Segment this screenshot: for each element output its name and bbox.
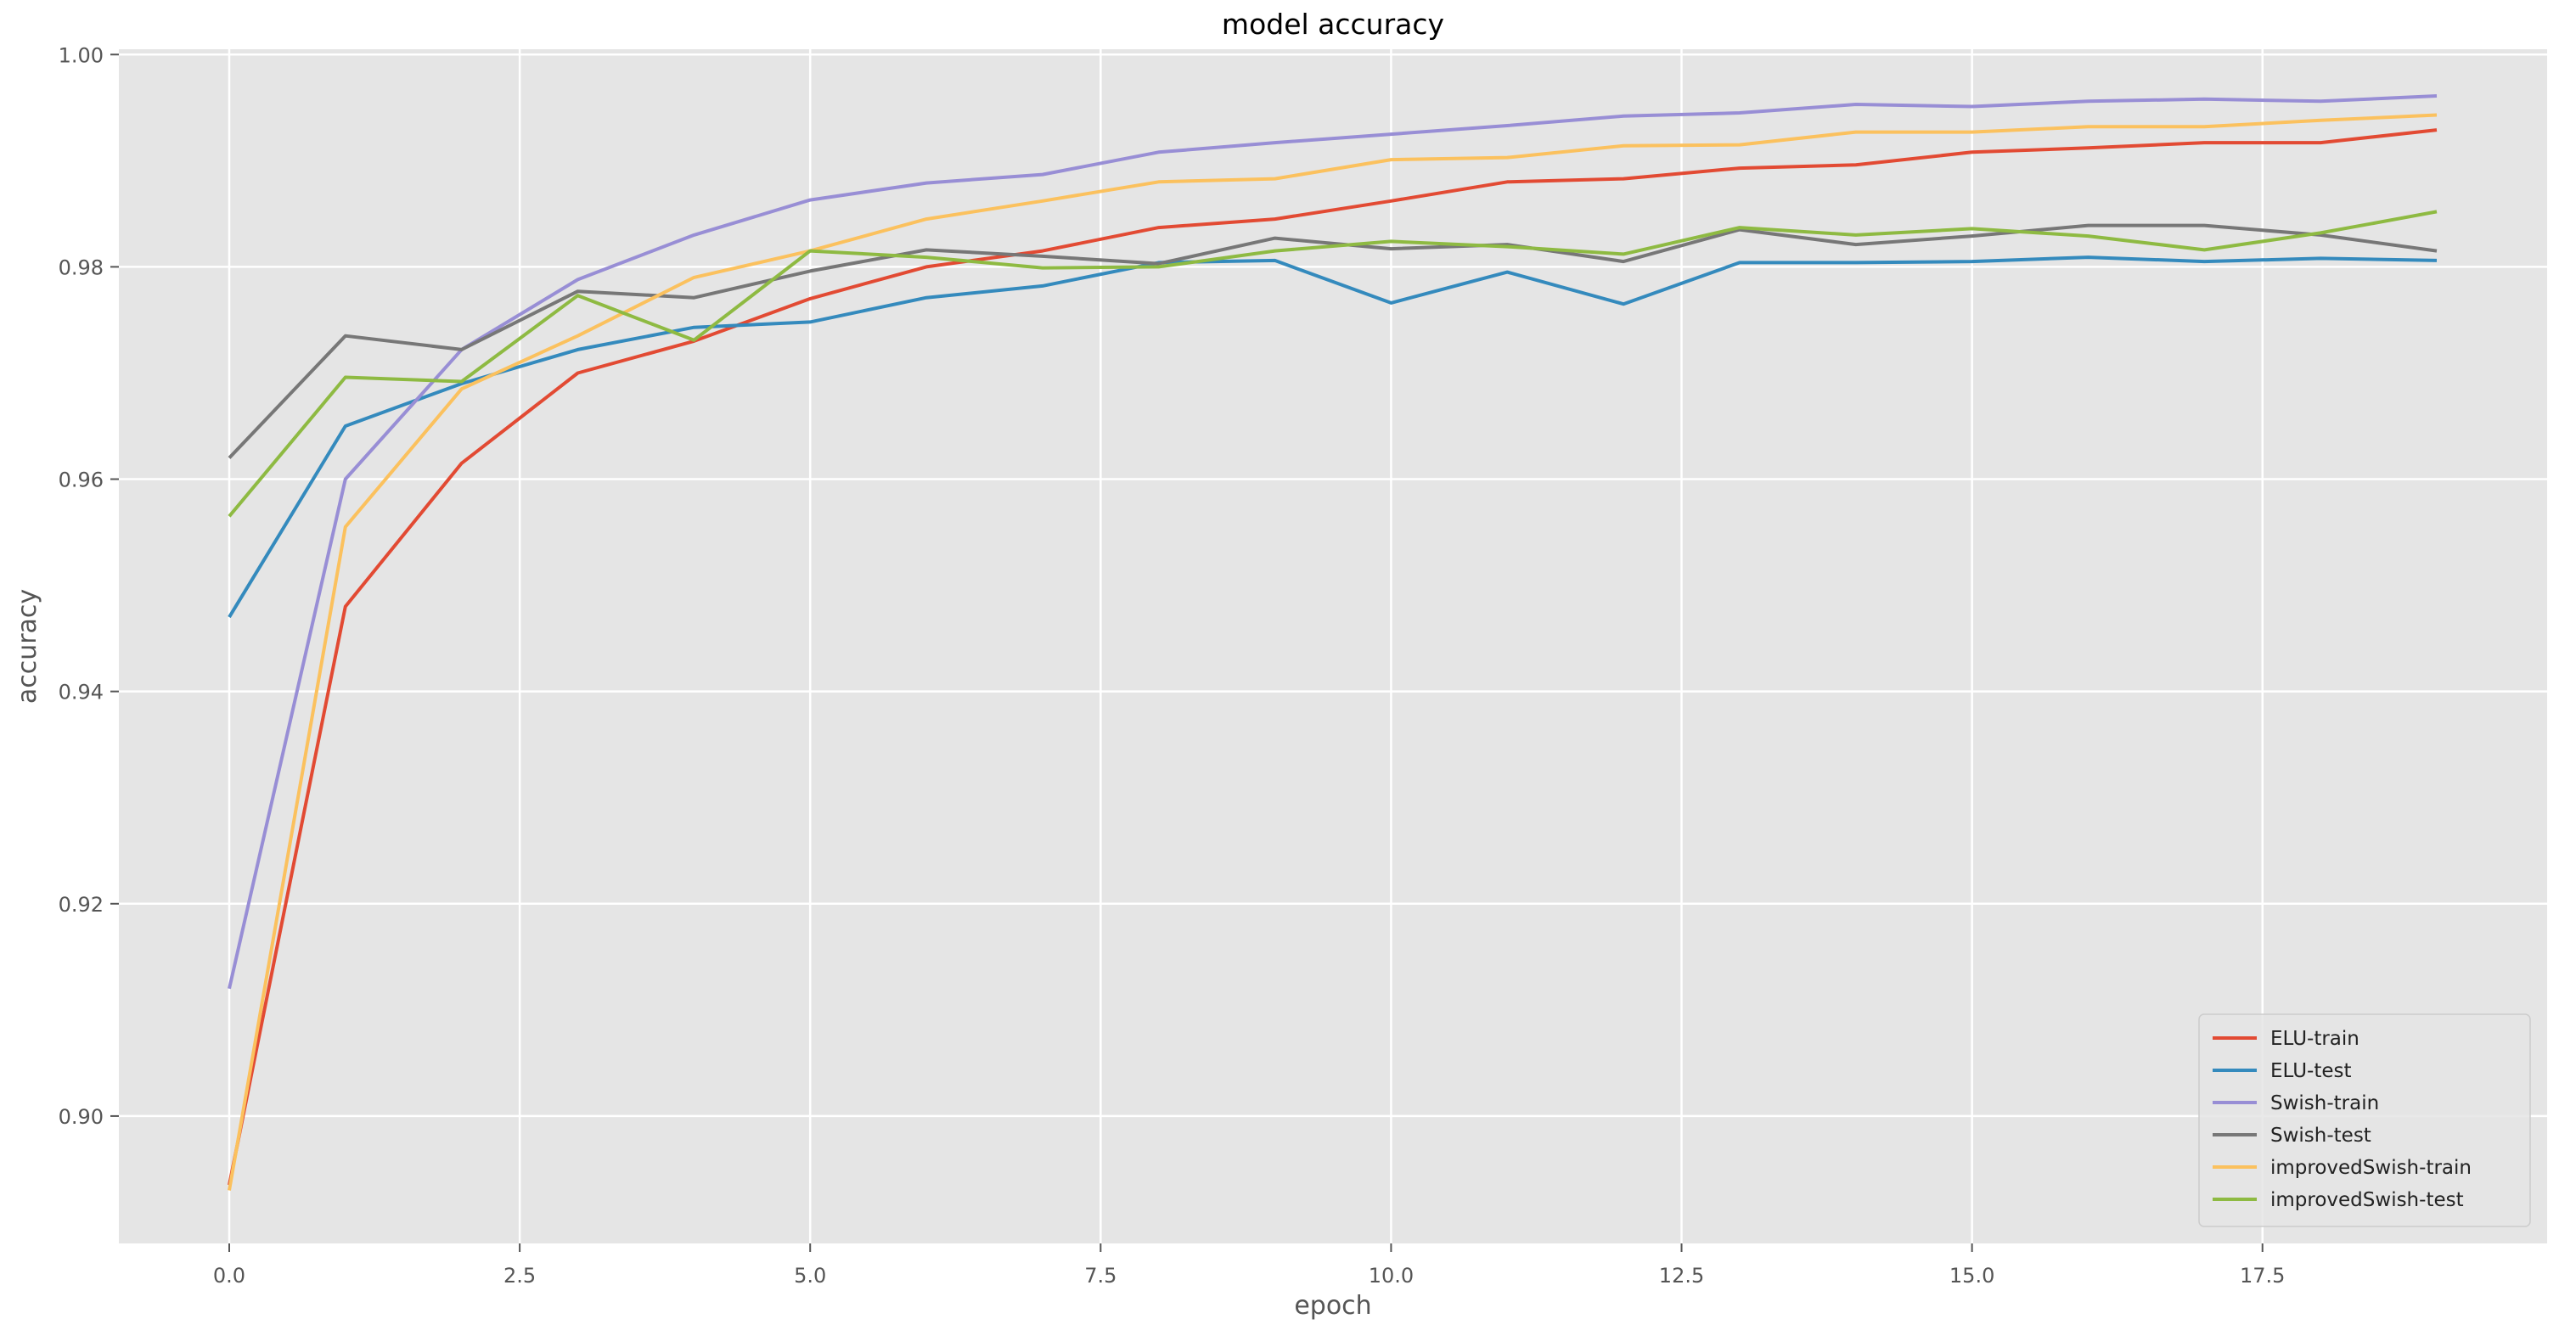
- x-tick-label: 10.0: [1369, 1264, 1414, 1288]
- series-line-ELU-test: [228, 255, 2438, 619]
- series-line-improvedSwish-train: [228, 113, 2438, 1191]
- x-tick-label: 15.0: [1949, 1264, 1994, 1288]
- y-tick-label: 0.90: [59, 1105, 104, 1129]
- legend: ELU-train ELU-test Swish-train Swish-test im…: [2198, 1013, 2531, 1227]
- y-tick-label: 0.98: [59, 255, 104, 279]
- gridlines: [119, 49, 2547, 1243]
- y-axis-label: accuracy: [13, 589, 42, 704]
- x-tick-label: 2.5: [503, 1264, 536, 1288]
- x-tick-label: 17.5: [2240, 1264, 2285, 1288]
- y-tick-label: 1.00: [59, 43, 104, 67]
- legend-label: ELU-test: [2270, 1060, 2352, 1082]
- series-lines: [228, 94, 2438, 1191]
- legend-label: improvedSwish-train: [2270, 1157, 2472, 1179]
- legend-label: Swish-test: [2270, 1125, 2371, 1147]
- y-tick-label: 0.94: [59, 681, 104, 704]
- series-line-Swish-test: [228, 223, 2438, 459]
- chart-title: model accuracy: [1222, 8, 1444, 41]
- x-tick-label: 0.0: [213, 1264, 245, 1288]
- y-axis-ticks: 0.90 0.92 0.94 0.96 0.98 1.00: [59, 43, 119, 1129]
- series-line-ELU-train: [228, 128, 2438, 1186]
- x-tick-label: 12.5: [1659, 1264, 1704, 1288]
- x-axis-ticks: 0.0 2.5 5.0 7.5 10.0 12.5 15.0 17.5: [213, 1243, 2285, 1288]
- legend-label: improvedSwish-test: [2270, 1189, 2464, 1211]
- series-line-Swish-train: [228, 94, 2438, 990]
- x-tick-label: 5.0: [794, 1264, 826, 1288]
- y-tick-label: 0.96: [59, 469, 104, 492]
- legend-box: [2198, 1013, 2531, 1227]
- y-tick-label: 0.92: [59, 893, 104, 917]
- legend-label: ELU-train: [2270, 1028, 2359, 1050]
- plot-area-background: [119, 49, 2547, 1243]
- series-line-improvedSwish-test: [228, 210, 2438, 518]
- x-tick-label: 7.5: [1084, 1264, 1116, 1288]
- x-axis-label: epoch: [1294, 1291, 1371, 1321]
- legend-label: Swish-train: [2270, 1092, 2379, 1114]
